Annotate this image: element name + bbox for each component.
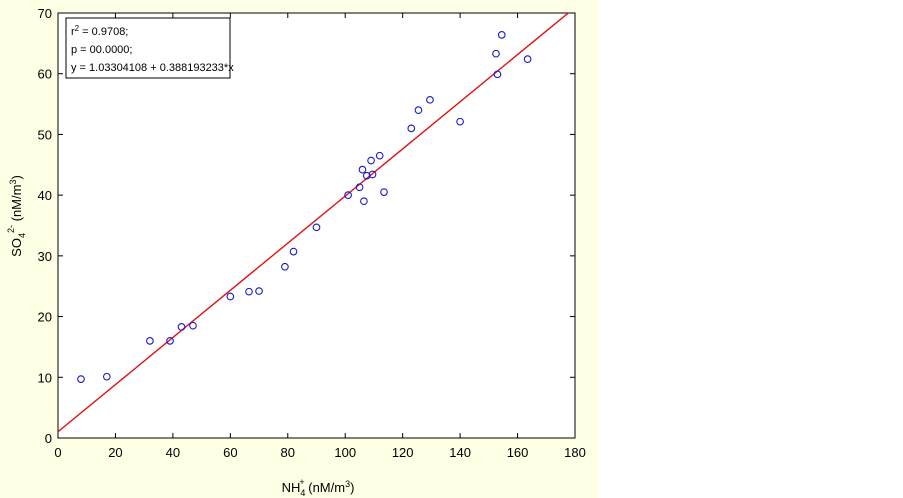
data-point — [166, 337, 174, 345]
data-point — [177, 323, 186, 331]
plot-area — [57, 12, 576, 439]
data-point — [414, 106, 423, 114]
y-axis-label: SO42- (nM/m3) — [6, 175, 27, 257]
r-squared-text: r2 = 0.9708; — [71, 24, 128, 38]
data-point — [375, 151, 384, 160]
x-tick-label: 160 — [507, 445, 529, 460]
data-point — [426, 95, 434, 104]
data-point — [407, 124, 416, 133]
y-axis: 0 10 20 30 40 50 60 70 — [38, 6, 575, 446]
data-point — [358, 165, 367, 174]
data-point — [360, 197, 368, 206]
data-point — [492, 49, 500, 58]
x-tick-label: 80 — [281, 445, 295, 460]
data-point — [226, 292, 235, 301]
x-tick-label: 40 — [166, 445, 180, 460]
data-point — [368, 170, 377, 179]
data-point — [289, 247, 298, 256]
y-tick-label: 70 — [38, 6, 52, 21]
stats-box-border — [65, 17, 231, 79]
regression-equation-text: y = 1.03304108 + 0.388193233*x — [71, 62, 234, 74]
data-point — [77, 375, 85, 383]
data-point — [344, 191, 352, 199]
x-axis-label: NH4+ (nM/m3) — [282, 477, 355, 498]
data-points — [77, 31, 532, 383]
y-tick-label: 50 — [38, 127, 52, 142]
data-point — [312, 223, 321, 232]
regression-line — [58, 13, 570, 433]
y-tick-label: 30 — [38, 249, 52, 264]
regression-stats-box: r2 = 0.9708; p = 00.0000; y = 1.03304108… — [65, 17, 234, 79]
data-point — [146, 337, 154, 345]
x-tick-label: 120 — [392, 445, 414, 460]
y-tick-label: 20 — [38, 310, 52, 325]
x-axis: 0 20 40 60 80 100 120 140 160 180 — [54, 13, 586, 460]
data-point — [102, 372, 111, 381]
data-point — [255, 287, 263, 295]
y-tick-label: 0 — [45, 431, 52, 446]
x-tick-label: 180 — [564, 445, 586, 460]
x-tick-label: 100 — [334, 445, 356, 460]
data-point — [367, 156, 375, 165]
y-tick-label: 60 — [38, 67, 52, 82]
data-point — [245, 287, 253, 296]
data-point — [362, 171, 371, 180]
data-point — [281, 262, 289, 271]
x-tick-label: 60 — [223, 445, 237, 460]
data-point — [493, 70, 502, 79]
x-tick-label: 140 — [449, 445, 471, 460]
p-value-text: p = 00.0000; — [71, 44, 132, 56]
data-point — [355, 183, 364, 192]
y-tick-label: 40 — [38, 188, 52, 203]
data-point — [189, 321, 197, 330]
data-point — [497, 31, 506, 39]
x-tick-label: 20 — [108, 445, 122, 460]
y-tick-label: 10 — [38, 370, 52, 385]
x-tick-label: 0 — [54, 445, 61, 460]
data-point — [456, 117, 464, 126]
data-point — [380, 188, 388, 196]
data-point — [523, 55, 532, 63]
